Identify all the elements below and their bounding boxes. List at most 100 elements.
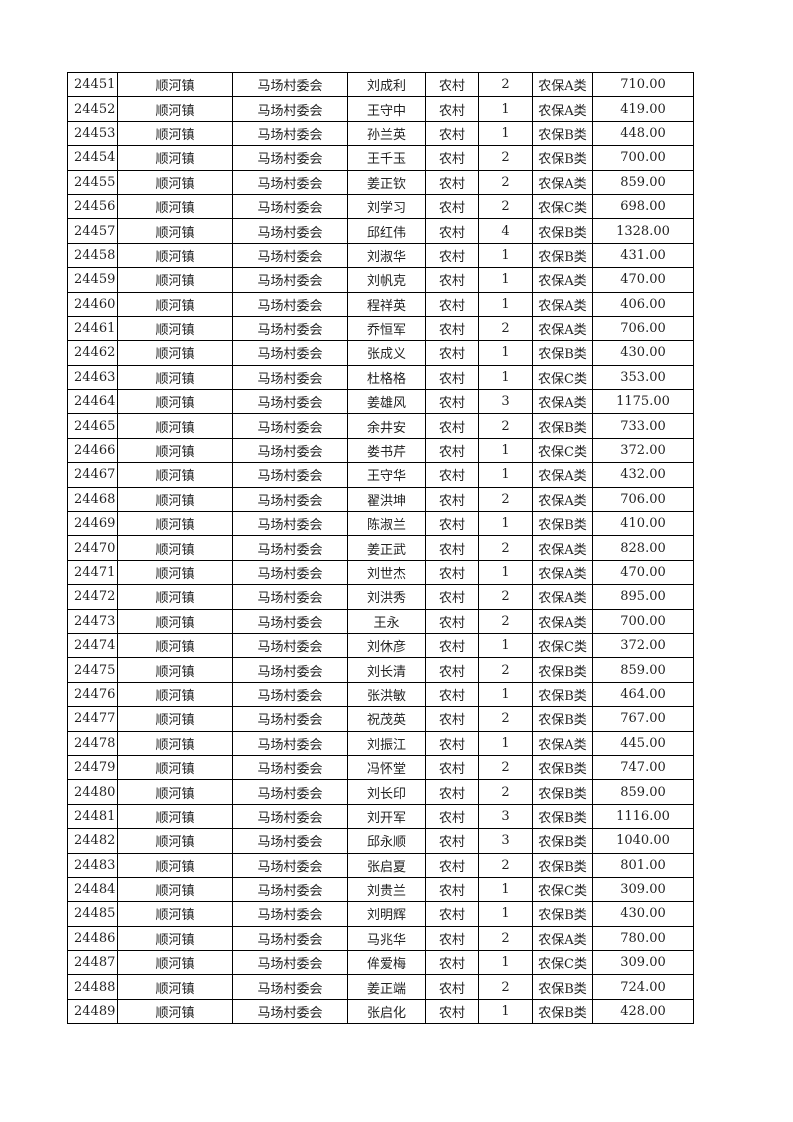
cell-category: 农保B类 — [532, 340, 593, 366]
cell-area-type: 农村 — [425, 998, 479, 1025]
cell-category: 农保C类 — [532, 193, 593, 220]
table-row: 24470 顺河镇 马场村委会 姜正武 农村 2 农保A类 828.00 — [67, 535, 694, 561]
cell-row-id: 24466 — [67, 437, 118, 464]
cell-area-type: 农村 — [425, 145, 479, 171]
cell-count: 1 — [478, 998, 533, 1025]
cell-amount: 724.00 — [592, 974, 694, 1000]
cell-town: 顺河镇 — [117, 413, 233, 439]
cell-village: 马场村委会 — [232, 242, 348, 269]
cell-name: 祝茂英 — [347, 706, 426, 732]
cell-count: 1 — [478, 559, 533, 586]
cell-category: 农保A类 — [532, 584, 593, 610]
cell-amount: 895.00 — [592, 584, 694, 610]
cell-amount: 430.00 — [592, 340, 694, 366]
cell-amount: 700.00 — [592, 145, 694, 171]
cell-row-id: 24486 — [67, 925, 118, 952]
cell-name: 刘振江 — [347, 730, 426, 756]
table-row: 24454 顺河镇 马场村委会 王千玉 农村 2 农保B类 700.00 — [67, 145, 694, 171]
cell-row-id: 24459 — [67, 267, 118, 293]
cell-village: 马场村委会 — [232, 315, 348, 342]
cell-name: 冯怀堂 — [347, 754, 426, 781]
cell-village: 马场村委会 — [232, 486, 348, 513]
cell-count: 2 — [478, 974, 533, 1000]
table-row: 24478 顺河镇 马场村委会 刘振江 农村 1 农保A类 445.00 — [67, 730, 694, 756]
cell-amount: 431.00 — [592, 242, 694, 269]
cell-count: 2 — [478, 169, 533, 195]
cell-count: 2 — [478, 754, 533, 781]
cell-area-type: 农村 — [425, 852, 479, 878]
table-row: 24452 顺河镇 马场村委会 王守中 农村 1 农保A类 419.00 — [67, 96, 694, 122]
cell-amount: 706.00 — [592, 486, 694, 513]
cell-row-id: 24456 — [67, 193, 118, 220]
cell-village: 马场村委会 — [232, 413, 348, 439]
cell-area-type: 农村 — [425, 71, 479, 98]
cell-town: 顺河镇 — [117, 901, 233, 927]
cell-amount: 1175.00 — [592, 389, 694, 415]
cell-town: 顺河镇 — [117, 315, 233, 342]
cell-village: 马场村委会 — [232, 608, 348, 634]
cell-name: 王千玉 — [347, 145, 426, 171]
cell-count: 2 — [478, 193, 533, 220]
cell-town: 顺河镇 — [117, 511, 233, 537]
cell-category: 农保B类 — [532, 803, 593, 830]
cell-row-id: 24489 — [67, 998, 118, 1025]
cell-amount: 780.00 — [592, 925, 694, 952]
cell-village: 马场村委会 — [232, 462, 348, 488]
cell-amount: 733.00 — [592, 413, 694, 439]
cell-count: 2 — [478, 779, 533, 805]
cell-amount: 464.00 — [592, 681, 694, 708]
cell-row-id: 24479 — [67, 754, 118, 781]
cell-count: 2 — [478, 852, 533, 878]
cell-category: 农保B类 — [532, 681, 593, 708]
cell-town: 顺河镇 — [117, 462, 233, 488]
cell-amount: 710.00 — [592, 71, 694, 98]
cell-name: 刘淑华 — [347, 242, 426, 269]
cell-name: 张成义 — [347, 340, 426, 366]
cell-count: 1 — [478, 291, 533, 317]
cell-name: 王守华 — [347, 462, 426, 488]
cell-area-type: 农村 — [425, 267, 479, 293]
cell-amount: 432.00 — [592, 462, 694, 488]
cell-area-type: 农村 — [425, 559, 479, 586]
cell-row-id: 24454 — [67, 145, 118, 171]
cell-row-id: 24478 — [67, 730, 118, 756]
cell-village: 马场村委会 — [232, 291, 348, 317]
cell-amount: 801.00 — [592, 852, 694, 878]
cell-name: 张洪敏 — [347, 681, 426, 708]
table-row: 24473 顺河镇 马场村委会 王永 农村 2 农保A类 700.00 — [67, 608, 694, 634]
cell-name: 刘休彦 — [347, 632, 426, 659]
cell-village: 马场村委会 — [232, 437, 348, 464]
cell-category: 农保B类 — [532, 120, 593, 147]
cell-village: 马场村委会 — [232, 145, 348, 171]
cell-name: 陈淑兰 — [347, 511, 426, 537]
cell-area-type: 农村 — [425, 291, 479, 317]
cell-village: 马场村委会 — [232, 218, 348, 244]
cell-name: 刘开军 — [347, 803, 426, 830]
cell-amount: 747.00 — [592, 754, 694, 781]
cell-name: 刘洪秀 — [347, 584, 426, 610]
cell-count: 4 — [478, 218, 533, 244]
table-row: 24483 顺河镇 马场村委会 张启夏 农村 2 农保B类 801.00 — [67, 852, 694, 878]
cell-area-type: 农村 — [425, 608, 479, 634]
cell-area-type: 农村 — [425, 193, 479, 220]
cell-name: 刘成利 — [347, 71, 426, 98]
table-row: 24481 顺河镇 马场村委会 刘开军 农村 3 农保B类 1116.00 — [67, 803, 694, 830]
cell-area-type: 农村 — [425, 974, 479, 1000]
cell-name: 马兆华 — [347, 925, 426, 952]
cell-area-type: 农村 — [425, 462, 479, 488]
cell-count: 2 — [478, 706, 533, 732]
cell-town: 顺河镇 — [117, 852, 233, 878]
cell-row-id: 24487 — [67, 950, 118, 976]
cell-town: 顺河镇 — [117, 706, 233, 732]
cell-count: 1 — [478, 876, 533, 903]
cell-area-type: 农村 — [425, 803, 479, 830]
cell-village: 马场村委会 — [232, 754, 348, 781]
cell-category: 农保B类 — [532, 511, 593, 537]
cell-category: 农保A类 — [532, 315, 593, 342]
cell-count: 1 — [478, 730, 533, 756]
cell-category: 农保A类 — [532, 486, 593, 513]
cell-row-id: 24455 — [67, 169, 118, 195]
cell-category: 农保B类 — [532, 901, 593, 927]
cell-row-id: 24464 — [67, 389, 118, 415]
cell-category: 农保B类 — [532, 852, 593, 878]
